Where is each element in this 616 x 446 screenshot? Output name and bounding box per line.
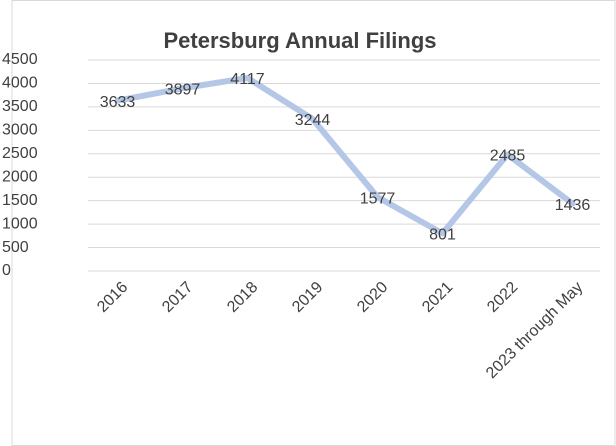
y-tick-label: 4000 [2,75,38,92]
x-tick-label: 2021 [419,279,456,316]
x-tick-label: 2019 [289,279,326,316]
data-label: 801 [429,227,456,244]
x-tick-label: 2018 [224,279,261,316]
y-tick-label: 3000 [2,122,38,139]
line [114,74,576,237]
y-tick-label: 1000 [2,215,38,232]
y-tick-label: 4500 [2,51,38,68]
data-label: 3633 [100,94,136,111]
x-tick-label: 2017 [159,279,196,316]
data-label: 1436 [555,197,591,214]
data-label: 3897 [165,81,201,98]
y-tick-label: 1500 [2,192,38,209]
y-tick-label: 3500 [2,98,38,115]
y-tick-label: 2500 [2,145,38,162]
data-label: 4117 [230,71,265,88]
x-tick-label: 2016 [94,279,131,316]
data-label: 1577 [360,190,396,207]
x-tick-label: 2022 [484,279,521,316]
x-tick-label: 2020 [354,279,391,316]
y-tick-label: 500 [2,239,29,256]
y-tick-label: 2000 [2,168,38,185]
chart-border [11,0,616,446]
chart-title: Petersburg Annual Filings [164,28,437,53]
data-label: 2485 [490,148,526,165]
data-label: 3244 [295,112,331,129]
y-tick-label: 0 [2,262,11,279]
